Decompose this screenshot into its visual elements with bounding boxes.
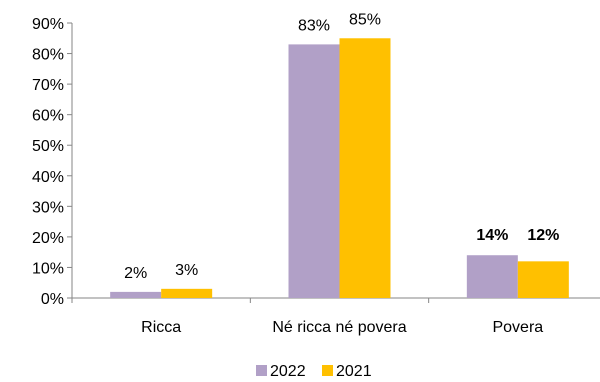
legend-label-2021: 2021: [336, 363, 372, 380]
y-tick-label: 50%: [32, 138, 64, 155]
y-tick-label: 40%: [32, 169, 64, 186]
data-label-2021-1: 85%: [349, 11, 381, 28]
x-category-label: Povera: [492, 319, 543, 336]
y-tick-label: 90%: [32, 16, 64, 33]
data-label-2022-0: 2%: [124, 265, 147, 282]
x-axis: Ricca Né ricca né povera Povera: [71, 297, 600, 336]
bar-2021-1: [339, 38, 391, 299]
y-tick-label: 30%: [32, 199, 64, 216]
data-label-2022-2: 14%: [476, 227, 508, 244]
bar-2022-1: [288, 44, 340, 299]
legend-swatch-2022: [256, 365, 267, 376]
bar-2022-2: [466, 255, 518, 298]
x-category-label: Né ricca né povera: [272, 319, 406, 336]
y-tick-label: 0%: [41, 291, 64, 308]
y-axis: 0% 10% 20% 30% 40% 50% 60% 70% 80% 90%: [32, 16, 73, 308]
data-labels: 2% 83% 14% 3% 85% 12%: [124, 11, 559, 282]
y-tick-label: 60%: [32, 108, 64, 125]
y-tick-label: 80%: [32, 47, 64, 64]
data-label-2021-2: 12%: [527, 227, 559, 244]
bar-2022-0: [110, 291, 162, 298]
legend-label-2022: 2022: [270, 363, 306, 380]
legend: 2022 2021: [256, 363, 372, 380]
bars: [110, 38, 569, 299]
x-category-label: Ricca: [141, 319, 181, 336]
legend-swatch-2021: [322, 365, 333, 376]
y-tick-label: 10%: [32, 260, 64, 277]
y-tick-label: 20%: [32, 230, 64, 247]
bar-2021-2: [517, 261, 569, 298]
data-label-2022-1: 83%: [298, 17, 330, 34]
bar-2021-0: [161, 288, 213, 298]
data-label-2021-0: 3%: [175, 262, 198, 279]
y-tick-label: 70%: [32, 77, 64, 94]
